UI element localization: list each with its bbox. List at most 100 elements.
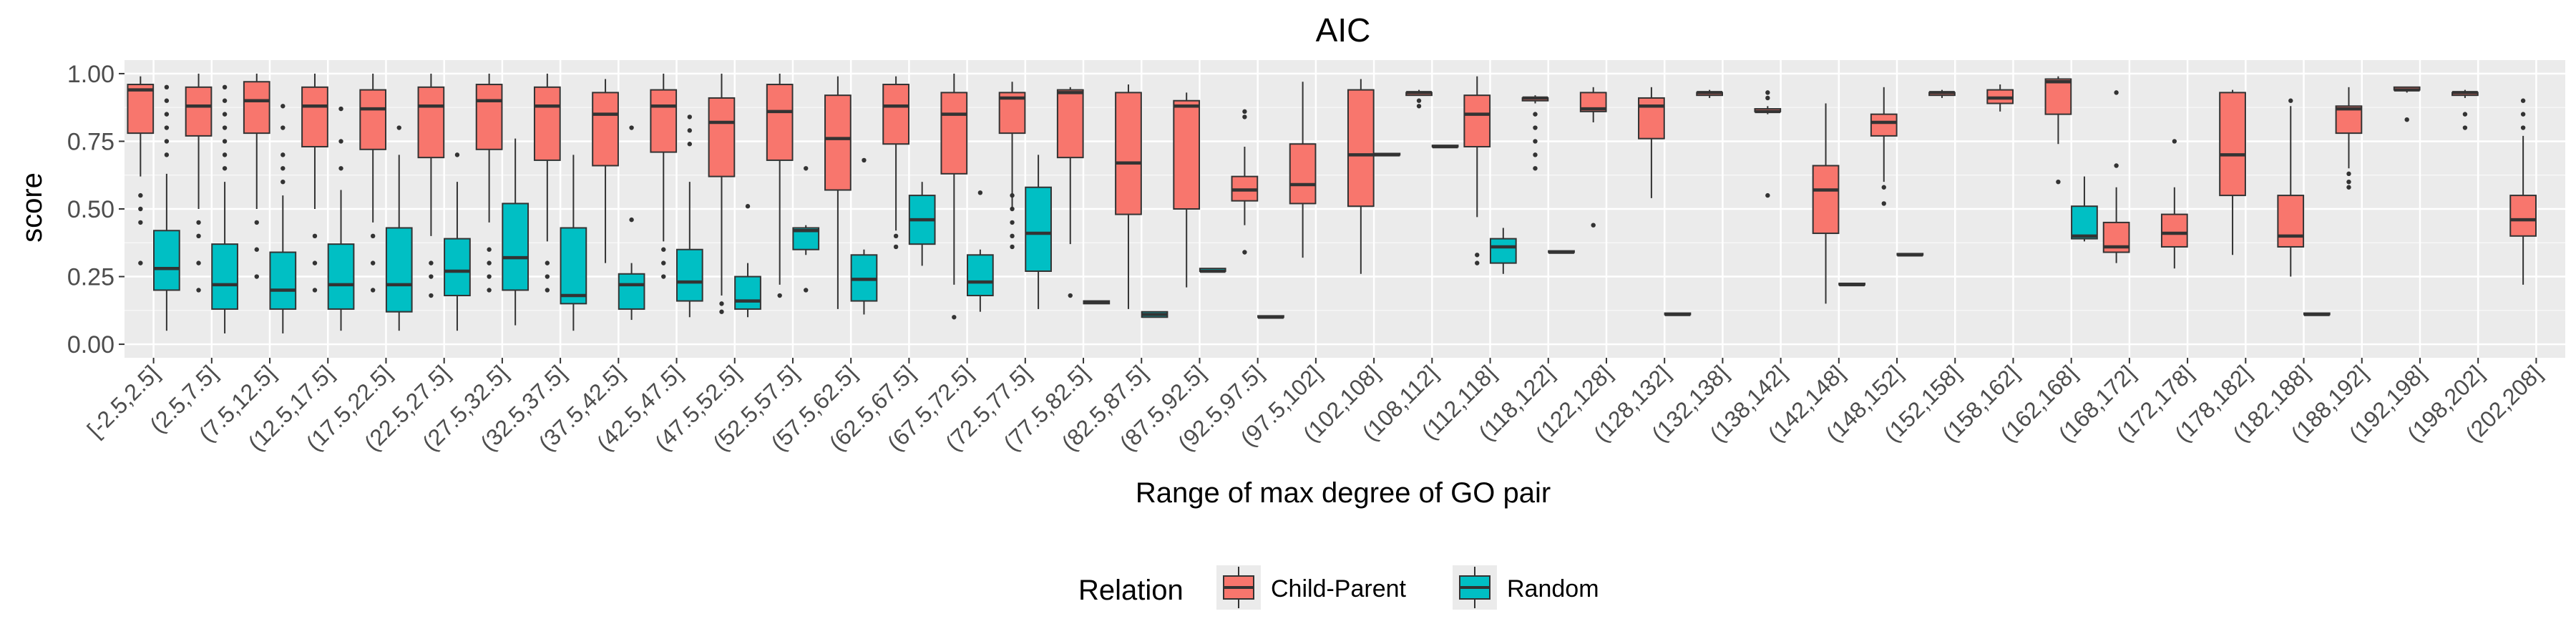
box-child-parent-5 (417, 73, 445, 298)
outlier-point (1765, 90, 1770, 95)
box-iqr (444, 238, 471, 297)
box-random-19 (1257, 315, 1284, 319)
outlier-point (1010, 192, 1015, 198)
outlier-point (338, 166, 343, 171)
box-random-22 (1431, 145, 1459, 149)
outlier-point (1010, 206, 1015, 212)
box-child-parent-16 (1056, 87, 1084, 298)
box-child-parent-15 (998, 82, 1026, 250)
box-child-parent-34 (2102, 90, 2130, 263)
outlier-point (1068, 293, 1073, 298)
outlier-point (1533, 166, 1538, 171)
outlier-point (454, 152, 460, 157)
outlier-point (1010, 244, 1015, 250)
box-random-7 (560, 155, 587, 331)
outlier-point (1533, 152, 1538, 157)
box-iqr (1056, 89, 1084, 159)
outlier-point (629, 217, 634, 223)
box-child-parent-3 (301, 73, 328, 293)
box-child-parent-0 (127, 76, 155, 265)
outlier-point (952, 315, 957, 320)
box-iqr (2071, 205, 2098, 240)
box-child-parent-23 (1463, 76, 1491, 265)
box-child-parent-13 (882, 76, 909, 250)
outlier-point (222, 166, 228, 171)
box-child-parent-14 (940, 73, 968, 320)
outlier-point (138, 260, 143, 265)
box-child-parent-20 (1289, 82, 1317, 258)
box-random-26 (1664, 312, 1692, 316)
outlier-point (429, 260, 434, 265)
box-iqr (502, 203, 530, 291)
outlier-point (1010, 233, 1015, 239)
box-child-parent-11 (766, 73, 794, 298)
outlier-point (138, 192, 143, 198)
box-child-parent-36 (2219, 89, 2246, 255)
box-iqr (1463, 94, 1491, 148)
box-random-29 (1838, 283, 1865, 287)
outlier-point (222, 98, 228, 103)
box-iqr (940, 92, 968, 175)
outlier-point (164, 98, 170, 103)
box-child-parent-33 (2044, 76, 2072, 185)
outlier-point (661, 260, 666, 265)
box-iqr (1489, 238, 1517, 264)
outlier-point (1881, 201, 1886, 206)
box-iqr (211, 243, 238, 310)
outlier-point (222, 139, 228, 144)
outlier-point (2462, 125, 2468, 130)
outlier-point (487, 260, 492, 265)
box-iqr (592, 92, 619, 167)
outlier-point (2114, 163, 2119, 168)
box-random-37 (2303, 312, 2331, 316)
box-iqr (766, 84, 794, 161)
outlier-point (222, 84, 228, 90)
box-random-16 (1083, 300, 1111, 305)
outlier-point (1416, 104, 1422, 109)
outlier-point (338, 106, 343, 112)
outlier-point (1765, 192, 1770, 198)
outlier-point (2462, 112, 2468, 117)
box-child-parent-18 (1173, 92, 1201, 288)
box-random-15 (1025, 155, 1052, 309)
outlier-point (687, 114, 693, 119)
box-random-13 (908, 182, 936, 266)
box-random-12 (850, 157, 878, 315)
x-axis-label: Range of max degree of GO pair (1136, 477, 1551, 509)
outlier-point (719, 301, 724, 306)
box-iqr (734, 275, 761, 310)
box-child-parent-10 (708, 73, 736, 314)
box-child-parent-39 (2393, 86, 2421, 122)
box-random-30 (1896, 253, 1924, 257)
outlier-point (804, 288, 809, 293)
box-random-24 (1548, 250, 1575, 254)
box-child-parent-22 (1405, 89, 1433, 109)
y-tick-label: 1.00 (67, 61, 114, 88)
outlier-point (2346, 179, 2351, 185)
x-tick-label: [-2.5,2.5] (82, 360, 165, 442)
outlier-point (2114, 90, 2119, 95)
outlier-point (370, 260, 376, 265)
box-child-parent-9 (650, 73, 678, 279)
box-random-3 (327, 106, 355, 331)
box-random-33 (2071, 176, 2098, 242)
outlier-point (1533, 139, 1538, 144)
outlier-point (687, 142, 693, 147)
box-iqr (2160, 213, 2188, 248)
box-iqr (327, 243, 355, 310)
legend: Relation Child-Parent Random (1078, 565, 1599, 610)
box-child-parent-35 (2160, 139, 2188, 269)
outlier-point (2056, 179, 2061, 185)
outlier-point (254, 274, 259, 279)
box-iqr (1638, 97, 1665, 140)
outlier-point (2346, 185, 2351, 190)
box-iqr (533, 86, 561, 161)
box-iqr (385, 227, 413, 313)
outlier-point (1010, 220, 1015, 225)
outlier-point (254, 220, 259, 225)
outlier-point (254, 247, 259, 252)
box-iqr (1870, 113, 1898, 137)
outlier-point (487, 274, 492, 279)
box-child-parent-21 (1347, 79, 1375, 274)
outlier-point (312, 288, 318, 293)
